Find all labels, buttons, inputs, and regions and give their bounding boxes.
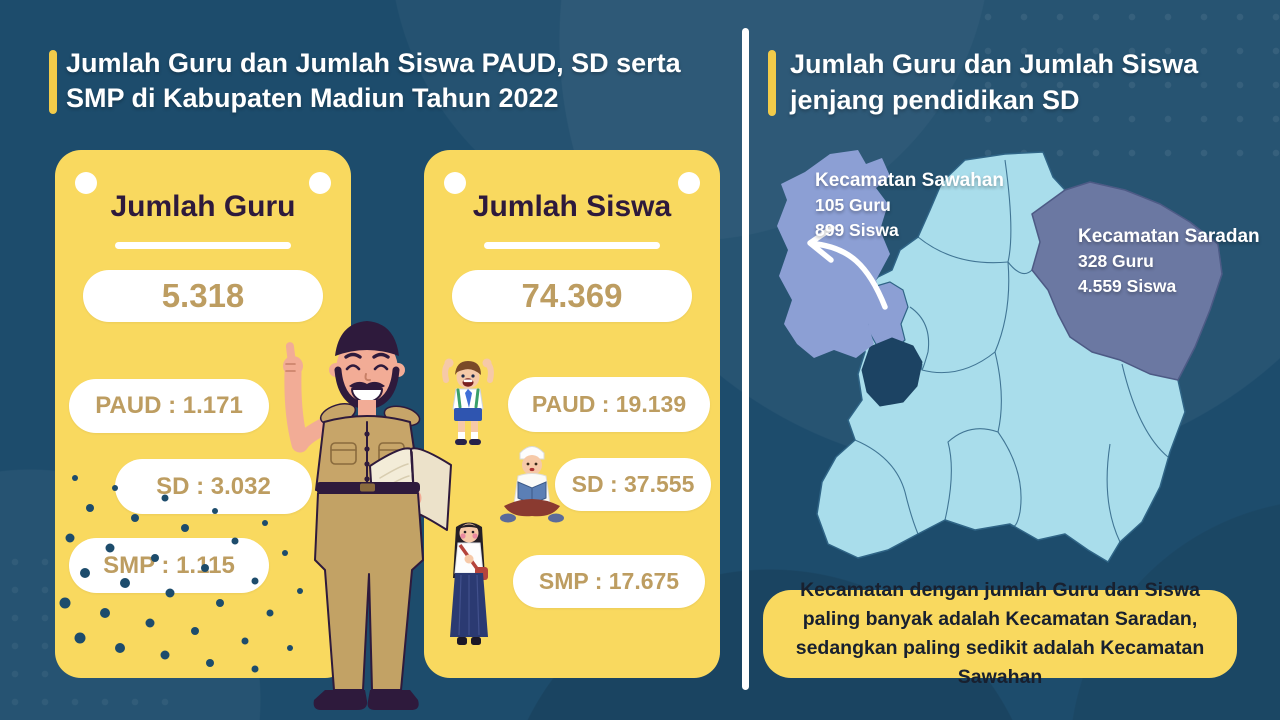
section-divider <box>742 28 749 690</box>
map-region-dark <box>861 337 923 407</box>
guru-sd-value: SD : 3.032 <box>115 459 312 514</box>
curved-arrow-icon <box>807 225 888 310</box>
card-corner-dot <box>75 172 97 194</box>
guru-card: Jumlah Guru 5.318 PAUD : 1.171 SD : 3.03… <box>55 150 351 678</box>
saradan-siswa: 4.559 Siswa <box>1078 276 1177 296</box>
title-accent-bar-left <box>49 50 57 114</box>
map-region-sawahan-enlarged <box>777 150 890 358</box>
left-section-title: Jumlah Guru dan Jumlah Siswa PAUD, SD se… <box>66 48 681 113</box>
guru-smp-value: SMP : 1.115 <box>69 538 269 593</box>
title-accent-bar-right <box>768 50 776 116</box>
sawahan-siswa: 899 Siswa <box>815 220 899 240</box>
card-title-underline <box>115 242 291 249</box>
card-corner-dot <box>309 172 331 194</box>
right-section-title: Jumlah Guru dan Jumlah Siswa jenjang pen… <box>790 49 1199 115</box>
map-region-saradan <box>1031 181 1223 381</box>
sawahan-guru: 105 Guru <box>815 195 891 215</box>
sawahan-callout: Kecamatan Sawahan 105 Guru 899 Siswa <box>815 168 1004 243</box>
guru-total-value: 5.318 <box>83 270 323 322</box>
guru-paud-value: PAUD : 1.171 <box>69 379 269 433</box>
siswa-card: Jumlah Siswa 74.369 PAUD : 19.139 SD : 3… <box>424 150 720 678</box>
siswa-sd-value: SD : 37.555 <box>555 458 711 511</box>
madiun-regency-map <box>777 150 1223 563</box>
siswa-total-value: 74.369 <box>452 270 692 322</box>
card-title-underline <box>484 242 660 249</box>
guru-card-title: Jumlah Guru <box>110 190 296 223</box>
conclusion-box: Kecamatan dengan jumlah Guru dan Siswa p… <box>763 579 1237 688</box>
saradan-guru: 328 Guru <box>1078 251 1154 271</box>
siswa-paud-value: PAUD : 19.139 <box>508 377 710 432</box>
saradan-name: Kecamatan Saradan <box>1078 226 1260 247</box>
scatter-dots-decor <box>59 475 303 673</box>
saradan-callout: Kecamatan Saradan 328 Guru 4.559 Siswa <box>1078 224 1260 299</box>
conclusion-text: Kecamatan dengan jumlah Guru dan Siswa p… <box>795 579 1205 688</box>
siswa-smp-value: SMP : 17.675 <box>513 555 705 608</box>
sawahan-name: Kecamatan Sawahan <box>815 170 1005 191</box>
siswa-card-title: Jumlah Siswa <box>472 190 672 223</box>
card-corner-dot <box>444 172 466 194</box>
card-corner-dot <box>678 172 700 194</box>
